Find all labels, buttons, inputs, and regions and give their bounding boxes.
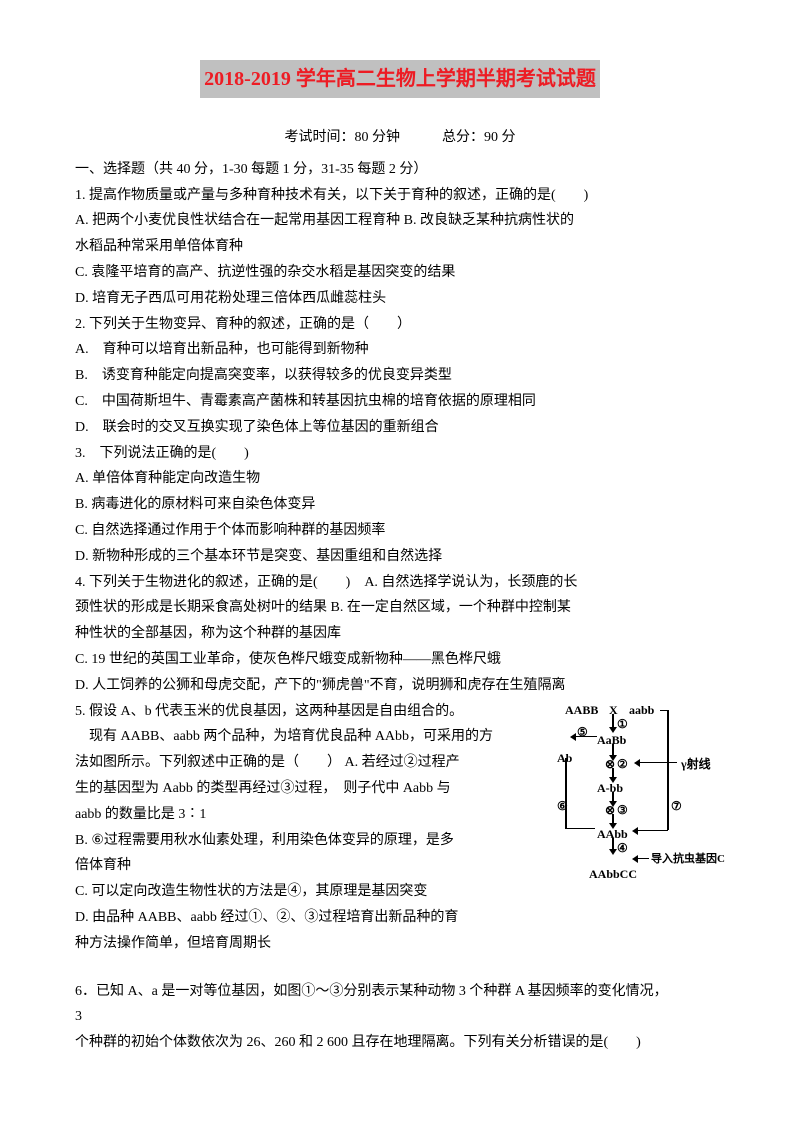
breeding-diagram: AABB X aabb ① AaBb ⑤ Ab ⊗ ② A-bb γ射线 ⊗ ③…	[557, 700, 725, 880]
exam-info: 考试时间：80 分钟 总分：90 分	[75, 126, 725, 150]
q3-option-d: D. 新物种形成的三个基本环节是突变、基因重组和自然选择	[75, 545, 725, 569]
question-6: 6．已知 A、a 是一对等位基因，如图①～③分别表示某种动物 3 个种群 A 基…	[75, 980, 725, 1004]
q3-option-c: C. 自然选择通过作用于个体而影响种群的基因频率	[75, 519, 725, 543]
cross1: ⊗	[605, 754, 615, 774]
d-aabbcc: AAbbCC	[589, 864, 637, 884]
section-header: 一、选择题（共 40 分，1-30 每题 1 分，31-35 每题 2 分）	[75, 158, 725, 182]
c3: ③	[617, 800, 628, 820]
insert: 导入抗虫基因C	[651, 850, 725, 869]
d-aabb2: aabb	[629, 700, 654, 720]
cross2: ⊗	[605, 800, 615, 820]
arrow-4	[612, 838, 614, 850]
q5-text: 5. 假设 A、b 代表玉米的优良基因，这两种基因是自由组合的。 现有 AABB…	[75, 700, 557, 958]
q4-line-a2: 种性状的全部基因，称为这个种群的基因库	[75, 622, 725, 646]
title-wrap: 2018-2019 学年高二生物上学期半期考试试题	[75, 60, 725, 116]
q5-line4: 生的基因型为 Aabb 的类型再经过③过程， 则子代中 Aabb 与	[75, 777, 549, 801]
page-title: 2018-2019 学年高二生物上学期半期考试试题	[200, 60, 600, 98]
q5-row: 5. 假设 A、b 代表玉米的优良基因，这两种基因是自由组合的。 现有 AABB…	[75, 700, 725, 958]
arrow-1	[612, 714, 614, 728]
d-abb: A-bb	[597, 778, 623, 798]
q5-option-b2: 倍体育种	[75, 854, 549, 878]
q4-option-c: C. 19 世纪的英国工业革命，使灰色桦尺蛾变成新物种——黑色桦尺蛾	[75, 648, 725, 672]
q5-line2: 现有 AABB、aabb 两个品种，为培育优良品种 AAbb，可采用的方	[75, 725, 549, 749]
question-5: 5. 假设 A、b 代表玉米的优良基因，这两种基因是自由组合的。	[75, 700, 549, 724]
q2-option-d: D. 联会时的交叉互换实现了染色体上等位基因的重新组合	[75, 416, 725, 440]
line-6	[565, 758, 567, 828]
q2-option-b: B. 诱变育种能定向提高突变率，以获得较多的优良变异类型	[75, 364, 725, 388]
arrow-insert	[637, 858, 649, 860]
q2-option-c: C. 中国荷斯坦牛、青霉素高产菌株和转基因抗虫棉的培育依据的原理相同	[75, 390, 725, 414]
question-3: 3. 下列说法正确的是( )	[75, 442, 725, 466]
arrow-2b	[612, 768, 614, 778]
q5-option-d2: 种方法操作简单，但培育周期长	[75, 932, 549, 956]
question-4: 4. 下列关于生物进化的叙述，正确的是( ) A. 自然选择学说认为，长颈鹿的长	[75, 571, 725, 595]
c2: ②	[617, 754, 628, 774]
q5-option-b: B. ⑥过程需要用秋水仙素处理，利用染色体变异的原理，是多	[75, 829, 549, 853]
c4: ④	[617, 838, 628, 858]
line-7b	[637, 830, 668, 832]
c5: ⑤	[577, 722, 588, 742]
line-7t	[660, 710, 668, 712]
q1-option-a2: 水稻品种常采用单倍体育种	[75, 235, 725, 259]
q1-option-d: D. 培育无子西瓜可用花粉处理三倍体西瓜雌蕊柱头	[75, 287, 725, 311]
question-1: 1. 提高作物质量或产量与多种育种技术有关，以下关于育种的叙述，正确的是( )	[75, 184, 725, 208]
gap	[75, 958, 725, 980]
q3-option-b: B. 病毒进化的原材料可来自染色体变异	[75, 493, 725, 517]
q6-line2: 3	[75, 1005, 725, 1029]
line-7	[667, 710, 669, 830]
q6-line3: 个种群的初始个体数依次为 26、260 和 2 600 且存在地理隔离。下列有关…	[75, 1031, 725, 1055]
q5-line5: aabb 的数量比是 3∶1	[75, 803, 549, 827]
q2-option-a: A. 育种可以培育出新品种，也可能得到新物种	[75, 338, 725, 362]
q3-option-a: A. 单倍体育种能定向改造生物	[75, 467, 725, 491]
q5-line3: 法如图所示。下列叙述中正确的是（ ） A. 若经过②过程产	[75, 751, 549, 775]
gamma: γ射线	[681, 754, 711, 774]
q4-option-d: D. 人工饲养的公狮和母虎交配，产下的"狮虎兽"不育，说明狮和虎存在生殖隔离	[75, 674, 725, 698]
arrow-3b	[612, 814, 614, 824]
q5-option-d: D. 由品种 AABB、aabb 经过①、②、③过程培育出新品种的育	[75, 906, 549, 930]
d-aabb1: AABB	[565, 700, 598, 720]
q4-line-a: 颈性状的形成是长期采食高处树叶的结果 B. 在一定自然区域，一个种群中控制某	[75, 596, 725, 620]
q1-option-c: C. 袁隆平培育的高产、抗逆性强的杂交水稻是基因突变的结果	[75, 261, 725, 285]
q1-option-a: A. 把两个小麦优良性状结合在一起常用基因工程育种 B. 改良缺乏某种抗病性状的	[75, 209, 725, 233]
c7: ⑦	[671, 796, 682, 816]
question-2: 2. 下列关于生物变异、育种的叙述，正确的是（ ）	[75, 313, 725, 337]
q5-option-c: C. 可以定向改造生物性状的方法是④，其原理是基因突变	[75, 880, 549, 904]
arrow-gamma	[639, 762, 677, 764]
line-6b	[565, 828, 595, 830]
